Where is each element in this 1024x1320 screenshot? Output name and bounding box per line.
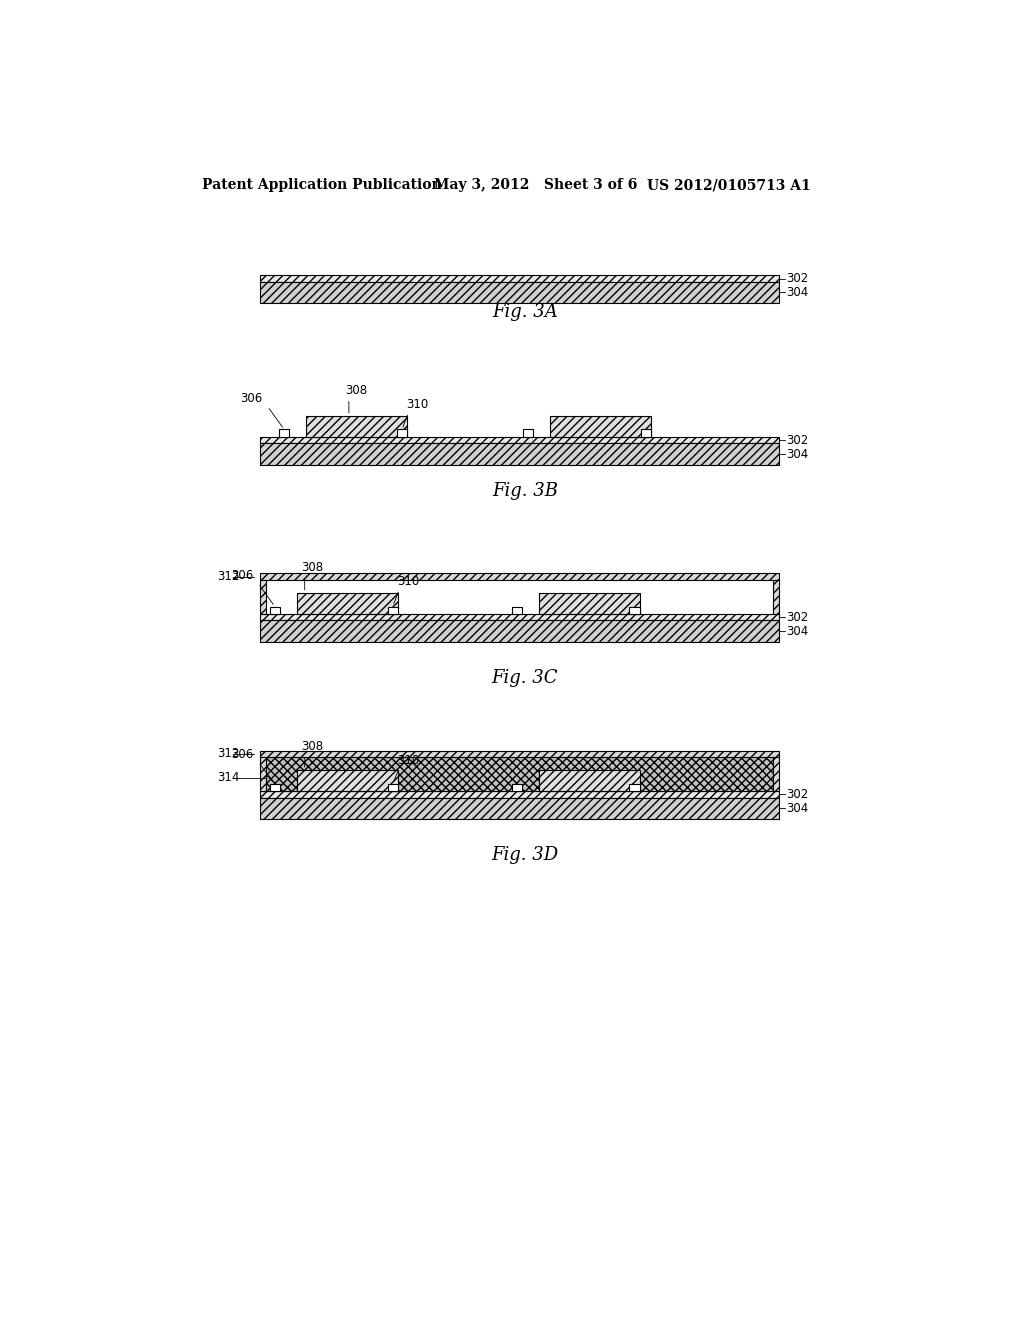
Bar [388,607,397,614]
Bar [523,429,534,437]
Text: Fig. 3A: Fig. 3A [492,304,558,321]
Text: Patent Application Publication: Patent Application Publication [202,178,441,193]
Text: Fig. 3C: Fig. 3C [492,669,558,688]
Text: 302: 302 [786,272,808,285]
Text: 312: 312 [217,570,240,583]
Bar [630,607,640,614]
Text: US 2012/0105713 A1: US 2012/0105713 A1 [647,178,811,193]
Bar [297,593,397,614]
Bar [297,770,397,792]
Text: 308: 308 [345,384,368,397]
Bar [260,756,266,792]
Text: 302: 302 [786,788,808,801]
Text: 310: 310 [397,754,419,767]
Bar [260,797,779,818]
Bar [630,784,640,792]
Text: 304: 304 [786,286,808,298]
Text: 304: 304 [786,801,808,814]
Text: Fig. 3D: Fig. 3D [492,846,558,865]
Bar [388,784,397,792]
Text: 304: 304 [786,447,808,461]
Bar [260,437,779,444]
Bar [260,579,266,614]
Bar [266,756,773,792]
Text: 306: 306 [241,392,262,405]
Text: 312: 312 [217,747,240,760]
Bar [280,429,289,437]
Bar [641,429,651,437]
Text: 314: 314 [217,771,240,784]
Text: 308: 308 [301,561,323,574]
Bar [260,573,779,579]
Bar [512,784,521,792]
Bar [270,607,280,614]
Text: Fig. 3B: Fig. 3B [492,482,558,500]
Bar [397,429,407,437]
Bar [260,792,779,797]
Bar [539,770,640,792]
Text: 302: 302 [786,434,808,446]
Bar [512,607,521,614]
Text: 310: 310 [407,397,428,411]
Text: 306: 306 [231,569,253,582]
Text: May 3, 2012   Sheet 3 of 6: May 3, 2012 Sheet 3 of 6 [434,178,638,193]
Text: 308: 308 [301,739,323,752]
Text: 302: 302 [786,611,808,624]
Text: 310: 310 [397,576,419,589]
Bar [539,593,640,614]
Bar [260,276,779,281]
Bar [260,444,779,465]
Bar [306,416,407,437]
Bar [550,416,651,437]
Text: 304: 304 [786,624,808,638]
Bar [260,620,779,642]
Bar [260,614,779,620]
Bar [270,784,280,792]
Bar [260,281,779,304]
Bar [773,756,779,792]
Bar [773,579,779,614]
Bar [260,751,779,756]
Text: 306: 306 [231,747,253,760]
